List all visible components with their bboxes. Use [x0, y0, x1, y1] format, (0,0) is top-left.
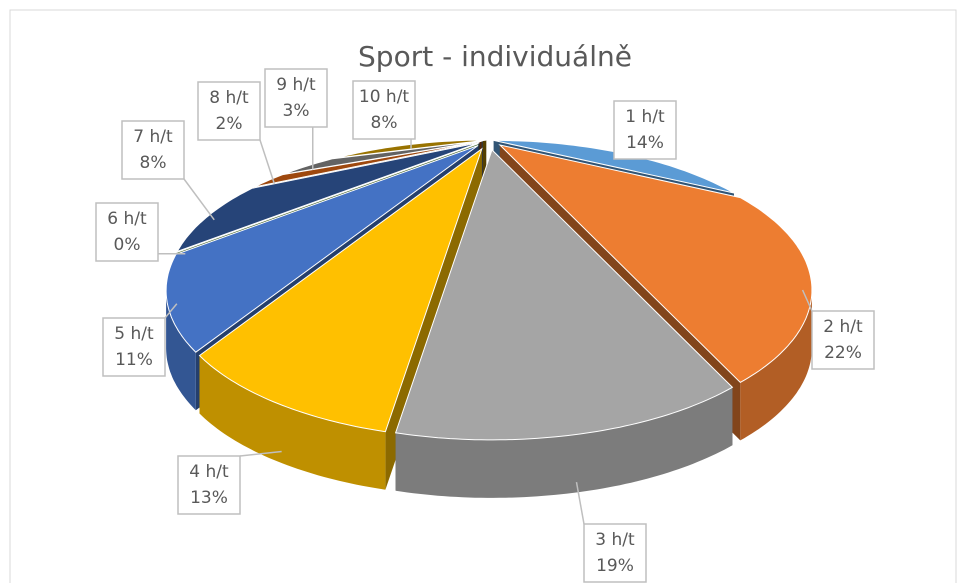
category-label: 10 h/t: [359, 87, 410, 107]
leader-line: [183, 178, 215, 221]
label-box: [811, 310, 875, 370]
leader-line: [575, 482, 585, 525]
leader-line: [164, 303, 178, 319]
value-label: 8%: [371, 113, 398, 133]
leader-line: [239, 450, 282, 457]
slice: [165, 145, 479, 353]
category-label: 9 h/t: [276, 75, 316, 95]
category-label: 6 h/t: [107, 209, 147, 229]
slice: [394, 148, 734, 441]
label-box: [102, 317, 166, 377]
slice: [335, 139, 487, 159]
chart-title: Sport - individuálně: [358, 40, 632, 73]
slice-wall: [395, 387, 733, 498]
value-label: 3%: [283, 101, 310, 121]
label-box: [352, 80, 416, 140]
value-label: 14%: [626, 133, 664, 153]
value-label: 0%: [114, 235, 141, 255]
category-label: 7 h/t: [133, 127, 173, 147]
slice: [283, 140, 483, 175]
value-label: 11%: [115, 350, 153, 370]
slice-wall: [740, 290, 812, 441]
slice: [198, 147, 483, 433]
label-box: [95, 202, 159, 262]
label-box: [583, 523, 647, 583]
leader-line: [259, 139, 276, 185]
slice: [498, 144, 813, 384]
value-label: 22%: [824, 343, 862, 363]
value-label: 19%: [596, 556, 634, 576]
leader-line: [801, 289, 813, 312]
slice: [176, 143, 479, 254]
category-label: 5 h/t: [114, 324, 154, 344]
category-label: 3 h/t: [595, 530, 635, 550]
label-box: [197, 81, 261, 141]
value-label: 13%: [190, 488, 228, 508]
slice: [176, 142, 480, 253]
value-label: 2%: [216, 114, 243, 134]
value-label: 8%: [140, 153, 167, 173]
slice-wall: [166, 290, 196, 411]
slice: [253, 140, 482, 188]
label-box: [264, 68, 328, 128]
label-box: [613, 100, 677, 160]
label-box: [121, 120, 185, 180]
category-label: 4 h/t: [189, 462, 229, 482]
category-label: 1 h/t: [625, 107, 665, 127]
category-label: 2 h/t: [823, 317, 863, 337]
category-label: 8 h/t: [209, 88, 249, 108]
label-box: [177, 455, 241, 515]
